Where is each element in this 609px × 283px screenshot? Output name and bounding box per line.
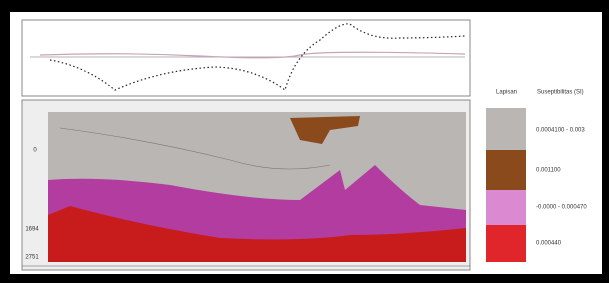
legend-header: Lapisan: [496, 90, 517, 96]
legend-swatch: [486, 190, 526, 225]
depth-label: 1694: [25, 227, 39, 233]
legend-swatch: [486, 150, 526, 190]
legend-label: 0.000440: [536, 241, 562, 247]
legend-swatch: [486, 108, 526, 150]
legend-swatch: [486, 225, 526, 262]
legend-label: -0.0000 - 0.000470: [536, 205, 587, 211]
legend-label: 0.0004100 - 0.003: [536, 128, 585, 134]
legend-label: 0.001100: [536, 168, 561, 174]
depth-label: 2751: [25, 255, 39, 261]
figure: 0 1694 2751 Lapisan Suseptibilitas (SI) …: [0, 0, 609, 283]
cross-section: 0 1694 2751: [22, 100, 470, 270]
legend-header: Suseptibilitas (SI): [537, 90, 584, 96]
profile-panel: [22, 20, 470, 96]
page: {"legend": {"headers": ["Lapisan", "Suse…: [0, 0, 609, 283]
